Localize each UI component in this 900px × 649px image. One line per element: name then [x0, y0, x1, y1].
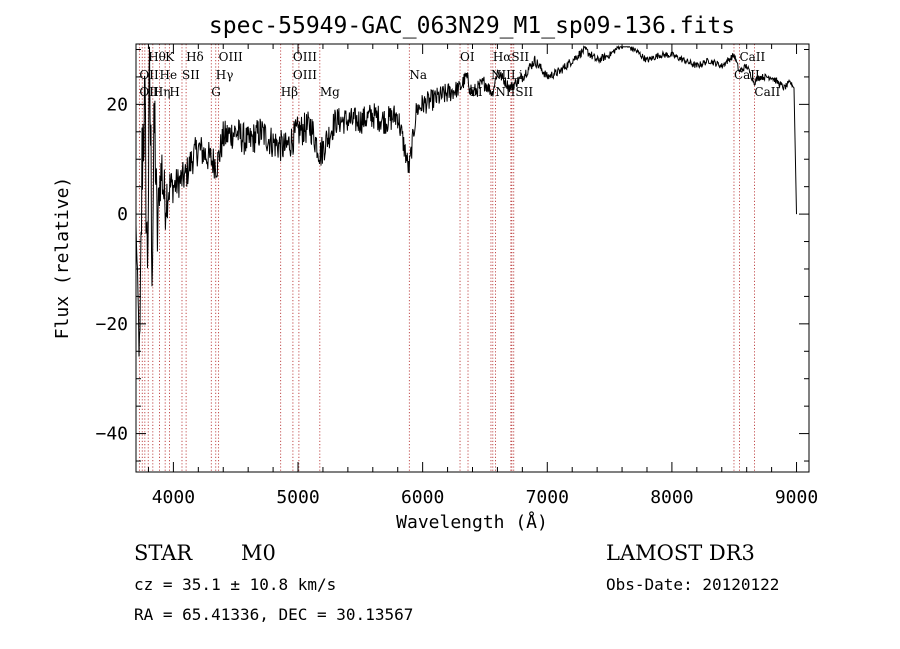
- x-tick-label: 8000: [650, 487, 693, 508]
- spectral-line-label: Hβ: [281, 85, 298, 99]
- spectral-line-label: Hδ: [186, 50, 204, 64]
- x-axis-label: Wavelength (Å): [396, 511, 548, 533]
- y-axis-label: Flux (relative): [52, 177, 73, 340]
- y-axis: −40 −20 0 20: [95, 48, 809, 462]
- y-tick-label: −40: [95, 424, 128, 445]
- x-tick-label: 6000: [401, 487, 444, 508]
- spectral-line-label: Na: [409, 68, 427, 82]
- object-class: STAR: [134, 541, 193, 565]
- spectral-line-label: Li: [511, 68, 523, 82]
- spectral-line-label: Mg: [320, 85, 340, 99]
- spectral-line-label: Hη: [153, 85, 171, 99]
- spectral-line-label: OIII: [219, 50, 243, 64]
- spectral-line-markers: [138, 44, 755, 472]
- y-tick-label: 0: [117, 204, 128, 225]
- spectral-line-label: NIISII: [495, 85, 533, 99]
- x-axis: 4000 5000 6000 7000 8000 9000: [147, 44, 818, 508]
- chart-title: spec-55949-GAC_063N29_M1_sp09-136.fits: [209, 13, 735, 39]
- x-tick-label: 9000: [775, 487, 818, 508]
- sky-coordinates: RA = 65.41336, DEC = 30.13567: [134, 605, 413, 624]
- spectral-line-label: He: [160, 68, 178, 82]
- y-tick-label: 20: [106, 94, 128, 115]
- observation-date: Obs-Date: 20120122: [606, 575, 779, 594]
- spectral-line-label: CaII: [754, 85, 780, 99]
- spectral-line-label: H: [169, 85, 179, 99]
- plot-frame: [135, 43, 810, 473]
- spectral-line-label: K: [165, 50, 175, 64]
- spectral-line-label: SII: [182, 68, 200, 82]
- x-tick-label: 5000: [276, 487, 319, 508]
- spectral-line-label: CaII: [739, 50, 765, 64]
- survey-name: LAMOST DR3: [606, 541, 755, 565]
- spectral-line-label: OIII: [293, 50, 317, 64]
- spectral-line-label: OIII: [293, 68, 317, 82]
- spectrum-series-line: [135, 44, 797, 357]
- y-tick-label: −20: [95, 314, 128, 335]
- spectral-line-label: HαSII: [493, 50, 530, 64]
- spectral-line-label: Hθ: [148, 50, 166, 64]
- x-tick-label: 7000: [526, 487, 569, 508]
- object-subclass: M0: [241, 541, 276, 565]
- spectral-line-label: G: [211, 85, 221, 99]
- x-tick-label: 4000: [152, 487, 195, 508]
- redshift-velocity: cz = 35.1 ± 10.8 km/s: [134, 575, 336, 594]
- spectral-line-label: OI: [460, 50, 475, 64]
- spectral-line-label: Hγ: [216, 68, 234, 82]
